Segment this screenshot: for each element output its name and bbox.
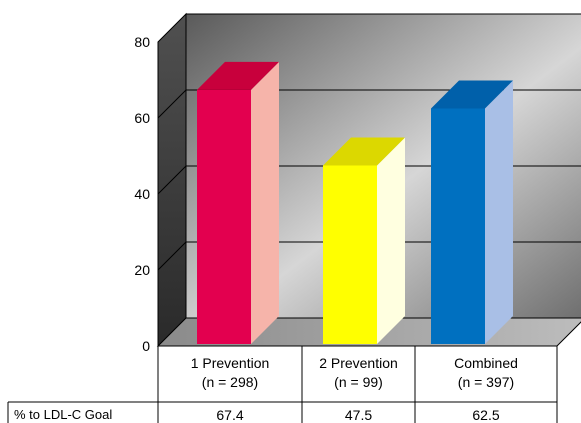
data-table: % to LDL-C Goal 1 Prevention (n = 298) 67.…: [7, 346, 558, 423]
y-tick-label: 40: [134, 186, 150, 202]
category-label: 1 Prevention: [191, 355, 270, 371]
table-cell-value: 62.5: [472, 407, 499, 423]
y-tick-label: 20: [134, 262, 150, 278]
bar-2: [323, 137, 405, 344]
table-cell-value: 67.4: [216, 407, 243, 423]
category-count: (n = 298): [202, 374, 258, 390]
category-count: (n = 99): [334, 374, 383, 390]
table-row-label: % to LDL-C Goal: [14, 407, 112, 422]
bar-1: [197, 61, 279, 344]
gridline: [157, 89, 187, 119]
y-tick-label: 80: [134, 34, 150, 50]
bar-3: [431, 80, 513, 344]
category-label: 2 Prevention: [319, 355, 398, 371]
category-label: Combined: [454, 355, 518, 371]
bar-side: [251, 61, 279, 344]
bar-front: [323, 165, 377, 344]
bar-top: [431, 80, 513, 109]
bar-side: [485, 80, 513, 344]
y-tick-label: 0: [142, 338, 150, 354]
category-count: (n = 397): [458, 374, 514, 390]
gridline: [157, 241, 187, 271]
gridline: [157, 165, 187, 195]
bar-top: [197, 61, 279, 90]
bar-side: [377, 137, 405, 344]
table-cell-value: 47.5: [345, 407, 372, 423]
bar-top: [323, 137, 405, 166]
y-tick-label: 60: [134, 110, 150, 126]
y-axis: 0 20 40 60 80: [134, 34, 150, 354]
bar-front: [197, 89, 251, 344]
bars: [197, 61, 513, 344]
bar-front: [431, 108, 485, 344]
